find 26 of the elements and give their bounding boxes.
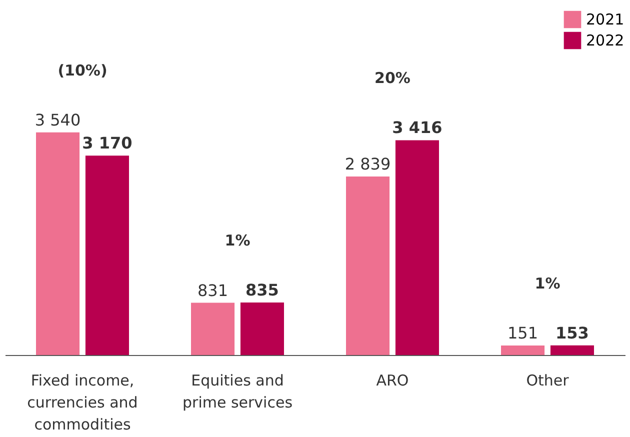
- legend-label: 2022: [586, 32, 624, 50]
- x-tick-label: Equities and prime services: [182, 372, 293, 412]
- bar: [191, 302, 235, 355]
- data-label: 2 839: [344, 154, 391, 174]
- annotation: 1%: [534, 274, 560, 292]
- bar: [395, 140, 439, 355]
- bar: [501, 346, 545, 355]
- data-label: 3 540: [34, 110, 81, 130]
- bar: [240, 302, 284, 355]
- data-label: 151: [507, 324, 538, 343]
- text: 20%: [374, 69, 410, 88]
- text: (10%): [58, 61, 108, 80]
- annotation: 1%: [224, 232, 250, 250]
- data-label: 3 416: [392, 118, 442, 138]
- data-label: 831: [197, 280, 228, 300]
- bar: [346, 176, 390, 355]
- bar: [550, 345, 594, 355]
- data-label: 835: [246, 280, 279, 300]
- x-tick-label: Other: [526, 372, 570, 390]
- x-tick-label: Fixed income, currencies and commodities: [27, 372, 138, 434]
- x-tick-label: ARO: [376, 372, 409, 390]
- data-label: 3 170: [82, 134, 132, 153]
- bar: [85, 156, 129, 355]
- bar: [36, 132, 80, 355]
- data-label: 153: [556, 323, 589, 342]
- legend-label: 2021: [586, 10, 624, 28]
